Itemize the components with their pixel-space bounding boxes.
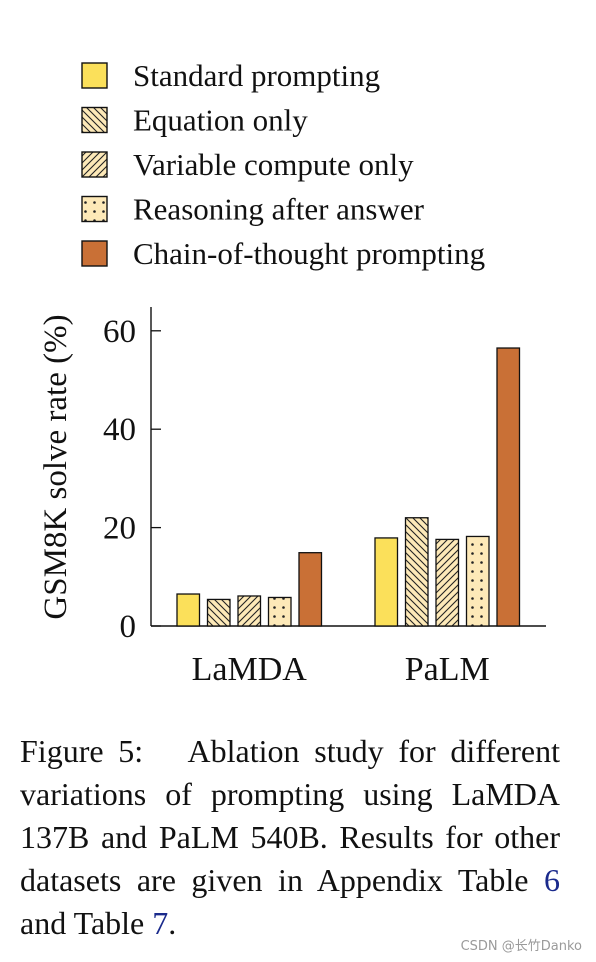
y-tick-label-20: 20 bbox=[103, 511, 136, 547]
bar-palm-3 bbox=[435, 538, 460, 627]
legend-label-2: Equation only bbox=[133, 103, 308, 138]
table-ref-link-1[interactable]: 6 bbox=[544, 862, 560, 898]
legend-label-4: Reasoning after answer bbox=[133, 192, 425, 227]
y-axis-title: GSM8K solve rate (%) bbox=[38, 314, 74, 619]
caption-text-middle: and Table bbox=[20, 905, 153, 941]
caption-text-end: . bbox=[168, 905, 177, 941]
legend-label-3: Variable compute only bbox=[133, 147, 414, 182]
bar-lamda-1 bbox=[176, 593, 201, 627]
y-tick-label-0: 0 bbox=[120, 609, 137, 645]
bar-lamda-3 bbox=[237, 595, 262, 627]
legend-swatch-4 bbox=[81, 195, 108, 223]
legend-swatch-1 bbox=[81, 62, 108, 89]
bar-lamda-5 bbox=[298, 552, 323, 627]
caption-text: Figure 5: Ablation study for different v… bbox=[20, 733, 560, 898]
bar-palm-1 bbox=[374, 537, 399, 627]
bar-palm-4 bbox=[465, 535, 490, 627]
bar-lamda-2 bbox=[206, 598, 231, 627]
legend-label-5: Chain-of-thought prompting bbox=[133, 236, 485, 271]
bar-lamda-4 bbox=[267, 596, 292, 627]
legend-label-1: Standard prompting bbox=[133, 58, 380, 93]
bar-palm-5 bbox=[496, 347, 521, 627]
x-category-label-lamda: LaMDA bbox=[192, 651, 308, 688]
y-tick-label-40: 40 bbox=[103, 412, 136, 448]
legend-swatch-2 bbox=[81, 106, 108, 134]
ablation-bar-chart: Standard prompting Equation only Variable … bbox=[38, 58, 546, 688]
bar-palm-2 bbox=[404, 517, 429, 627]
figure-caption: Figure 5: Ablation study for different v… bbox=[20, 730, 560, 945]
legend-swatch-3 bbox=[81, 151, 108, 178]
legend-swatch-5 bbox=[81, 240, 108, 267]
watermark: CSDN @长竹Danko bbox=[460, 939, 582, 954]
bars: LaMDA PaLM bbox=[176, 347, 521, 688]
legend: Standard prompting Equation only Variable … bbox=[81, 58, 485, 271]
y-tick-label-60: 60 bbox=[103, 314, 136, 350]
x-category-label-palm: PaLM bbox=[405, 651, 490, 688]
table-ref-link-2[interactable]: 7 bbox=[152, 905, 169, 941]
